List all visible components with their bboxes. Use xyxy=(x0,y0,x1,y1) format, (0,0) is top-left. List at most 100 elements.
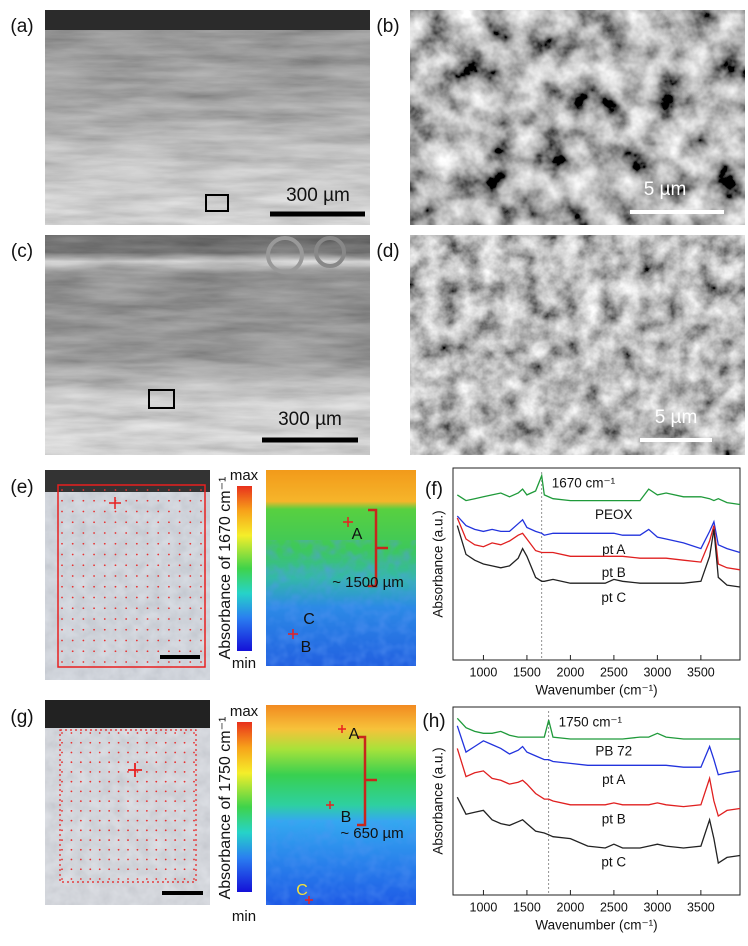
scan-dot xyxy=(71,639,74,642)
scan-dot xyxy=(193,858,195,861)
scan-dot xyxy=(135,499,138,502)
scan-dot xyxy=(189,661,192,663)
scan-dot xyxy=(93,489,95,491)
scan-dot xyxy=(125,596,128,599)
scan-dot xyxy=(103,575,106,577)
x-tick-label: 1000 xyxy=(470,900,498,914)
scan-dot xyxy=(168,553,170,556)
scan-dot xyxy=(155,848,158,851)
scan-dot xyxy=(79,780,82,783)
scan-dot xyxy=(108,741,111,744)
scan-dot xyxy=(61,489,63,491)
scan-dot xyxy=(164,829,167,832)
scan-dot xyxy=(174,741,177,744)
scan-dot xyxy=(103,521,106,524)
scan-dot xyxy=(108,732,111,734)
spectrum-line xyxy=(456,473,741,506)
scan-dot xyxy=(178,585,181,588)
y-axis-label: Absorbance (a.u.) xyxy=(431,747,446,854)
scan-dot xyxy=(189,499,192,502)
scan-dot xyxy=(164,839,167,841)
scan-dot xyxy=(127,741,129,744)
scan-dot xyxy=(61,532,63,534)
scan-dot xyxy=(89,780,92,783)
scan-dot xyxy=(103,564,106,567)
scan-dot xyxy=(71,521,74,524)
series-label: pt B xyxy=(602,565,626,580)
scan-dot xyxy=(117,790,120,793)
scan-dot xyxy=(79,790,82,793)
scan-dot xyxy=(178,553,181,556)
scan-dot xyxy=(114,585,117,588)
scan-dot xyxy=(146,639,149,642)
scan-dot xyxy=(135,489,138,491)
scan-dot xyxy=(168,499,170,502)
scan-dot xyxy=(174,809,177,812)
scan-dot xyxy=(70,771,73,773)
scan-dot xyxy=(93,542,95,545)
scan-dot xyxy=(145,868,148,871)
scan-dot xyxy=(117,809,120,812)
scan-dot xyxy=(125,618,128,620)
scan-dot xyxy=(183,761,186,764)
scan-dot xyxy=(61,618,63,620)
scan-dot xyxy=(146,521,149,524)
scan-dot xyxy=(114,661,117,663)
cross-marker xyxy=(128,763,142,777)
scan-dot xyxy=(125,661,128,663)
scan-dot xyxy=(157,585,160,588)
scan-dot xyxy=(61,878,63,880)
scan-dot xyxy=(117,751,120,754)
scan-dot xyxy=(145,839,148,841)
scan-dot xyxy=(89,868,92,871)
panel-label: (c) xyxy=(11,241,33,262)
series-label: pt A xyxy=(602,542,625,557)
scan-dot xyxy=(79,732,82,734)
scan-dot xyxy=(168,596,170,599)
image-texture xyxy=(410,10,745,225)
scan-dot xyxy=(135,650,138,653)
series-label: PB 72 xyxy=(595,744,632,759)
scan-dot xyxy=(127,839,129,841)
scan-dot xyxy=(178,564,181,567)
scan-dot xyxy=(189,618,192,620)
scan-dot xyxy=(70,829,73,832)
scan-dot xyxy=(108,868,111,871)
scan-dot xyxy=(103,650,106,653)
image-texture xyxy=(45,470,210,680)
scan-dot xyxy=(70,780,73,783)
scan-dot xyxy=(127,771,129,773)
scan-dot xyxy=(127,761,129,764)
scan-dot xyxy=(108,878,111,880)
scan-dot xyxy=(79,751,82,754)
scan-dot xyxy=(114,607,117,610)
scan-dot xyxy=(93,639,95,642)
x-tick-label: 1500 xyxy=(513,665,541,679)
scan-dot xyxy=(61,510,63,513)
scan-dot xyxy=(117,780,120,783)
scan-dot xyxy=(61,639,63,642)
scan-dot xyxy=(178,510,181,513)
spectrum-line xyxy=(456,515,741,554)
scan-dot xyxy=(164,780,167,783)
scan-dot xyxy=(155,878,158,880)
scan-dot xyxy=(168,532,170,534)
annotation: 1670 cm⁻¹ xyxy=(552,476,616,491)
scan-dot xyxy=(61,780,63,783)
scan-dot xyxy=(183,858,186,861)
bracket xyxy=(357,735,377,827)
scan-dot xyxy=(146,585,149,588)
scan-dot xyxy=(98,780,101,783)
scan-dot xyxy=(71,650,74,653)
scan-dot xyxy=(155,732,158,734)
scan-dot xyxy=(93,628,95,631)
scan-dot xyxy=(164,771,167,773)
scan-dot xyxy=(82,639,85,642)
panel-label: (a) xyxy=(10,16,33,37)
scan-dot xyxy=(183,790,186,793)
scan-dot xyxy=(183,819,186,822)
scan-dot xyxy=(135,575,138,577)
scan-dot xyxy=(136,819,139,822)
x-tick-label: 2500 xyxy=(600,665,628,679)
